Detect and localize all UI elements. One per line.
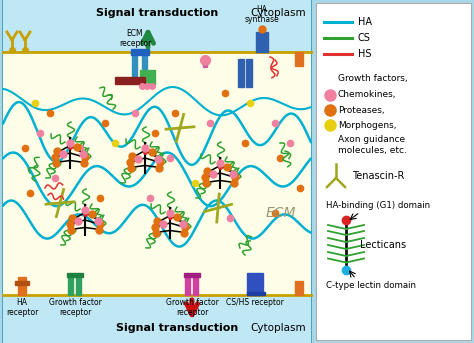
Text: CS/HS receptor: CS/HS receptor bbox=[226, 298, 284, 307]
Bar bbox=[295, 52, 303, 66]
Bar bbox=[140, 70, 144, 84]
Bar bbox=[184, 273, 200, 277]
Bar bbox=[67, 273, 83, 277]
Bar bbox=[115, 77, 145, 84]
Bar bbox=[238, 59, 244, 87]
Text: ECM
receptor: ECM receptor bbox=[119, 28, 151, 48]
Text: Morphogens,: Morphogens, bbox=[338, 120, 396, 130]
Bar bbox=[193, 275, 199, 295]
Text: HA: HA bbox=[358, 17, 372, 27]
Text: Signal transduction: Signal transduction bbox=[116, 323, 238, 333]
Bar bbox=[15, 281, 29, 285]
Text: Growth factor
receptor: Growth factor receptor bbox=[48, 298, 101, 317]
Text: Growth factor
receptor: Growth factor receptor bbox=[165, 298, 219, 317]
Text: Cytoplasm: Cytoplasm bbox=[250, 323, 306, 333]
Text: molecules, etc.: molecules, etc. bbox=[338, 146, 407, 155]
Bar bbox=[256, 32, 260, 52]
Text: Proteases,: Proteases, bbox=[338, 106, 384, 115]
Bar bbox=[247, 273, 251, 295]
Bar bbox=[148, 70, 152, 84]
Text: Axon guidance: Axon guidance bbox=[338, 134, 405, 143]
Text: Chemokines,: Chemokines, bbox=[338, 91, 396, 99]
Bar bbox=[259, 273, 263, 295]
Bar bbox=[3, 295, 311, 343]
Bar bbox=[153, 70, 155, 84]
Bar bbox=[76, 275, 82, 295]
Text: ECM: ECM bbox=[266, 206, 296, 220]
Bar bbox=[316, 3, 471, 340]
Bar bbox=[145, 70, 147, 84]
Bar bbox=[185, 275, 191, 295]
Text: Signal transduction: Signal transduction bbox=[96, 8, 218, 18]
Bar bbox=[255, 273, 259, 295]
Bar bbox=[295, 281, 303, 295]
Bar bbox=[251, 273, 255, 295]
Text: Cytoplasm: Cytoplasm bbox=[250, 8, 306, 18]
Text: HS: HS bbox=[358, 49, 372, 59]
Bar bbox=[3, 0, 311, 343]
Bar bbox=[131, 49, 149, 55]
Text: HA
synthase: HA synthase bbox=[245, 4, 279, 24]
Text: C-type lectin domain: C-type lectin domain bbox=[326, 281, 416, 289]
Text: HA
receptor: HA receptor bbox=[6, 298, 38, 317]
Bar bbox=[260, 32, 264, 52]
Bar bbox=[247, 292, 265, 295]
Bar bbox=[69, 275, 73, 295]
Bar bbox=[264, 32, 268, 52]
Text: Tenascin-R: Tenascin-R bbox=[352, 171, 404, 181]
Bar bbox=[3, 52, 311, 295]
Text: Lecticans: Lecticans bbox=[360, 240, 406, 250]
Text: HA-binding (G1) domain: HA-binding (G1) domain bbox=[326, 201, 430, 210]
Bar bbox=[18, 277, 26, 295]
Bar bbox=[133, 52, 137, 76]
Bar bbox=[246, 59, 252, 87]
Bar bbox=[143, 52, 147, 76]
Bar bbox=[203, 57, 207, 67]
Text: CS: CS bbox=[358, 33, 371, 43]
Bar bbox=[3, 0, 311, 52]
Text: Growth factors,: Growth factors, bbox=[338, 73, 408, 83]
